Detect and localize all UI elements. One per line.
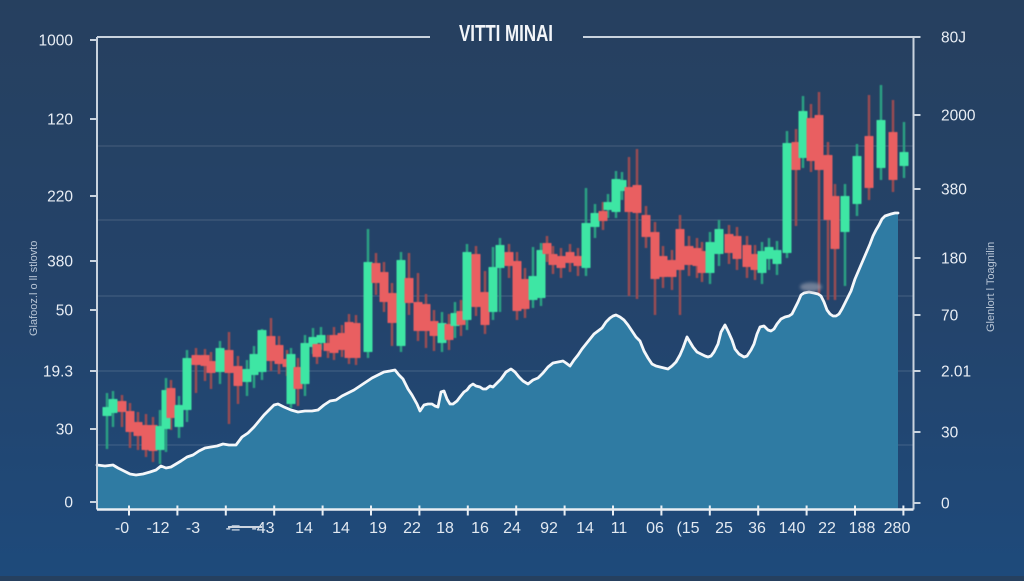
svg-text:14: 14 bbox=[295, 520, 313, 537]
svg-text:120: 120 bbox=[47, 112, 73, 129]
svg-text:280: 280 bbox=[884, 520, 911, 537]
svg-text:0: 0 bbox=[941, 496, 950, 513]
svg-text:VITTI MINAI: VITTI MINAI bbox=[459, 20, 553, 46]
svg-text:Glafooz.l o ll stlovto: Glafooz.l o ll stlovto bbox=[28, 241, 40, 336]
svg-text:30: 30 bbox=[941, 425, 959, 442]
svg-text:30: 30 bbox=[56, 422, 74, 439]
svg-text:(15: (15 bbox=[676, 520, 699, 537]
svg-text:06: 06 bbox=[646, 520, 664, 537]
svg-text:19: 19 bbox=[369, 520, 387, 537]
svg-text:22: 22 bbox=[818, 520, 836, 537]
svg-text:70: 70 bbox=[941, 308, 959, 325]
svg-text:19.3: 19.3 bbox=[43, 364, 73, 381]
svg-text:0: 0 bbox=[64, 495, 73, 512]
svg-text:180: 180 bbox=[941, 251, 967, 268]
svg-text:36: 36 bbox=[748, 520, 766, 537]
svg-text:14: 14 bbox=[576, 520, 594, 537]
svg-text:380: 380 bbox=[47, 254, 73, 271]
svg-text:11: 11 bbox=[611, 520, 628, 537]
svg-text:188: 188 bbox=[849, 520, 876, 537]
svg-text:92: 92 bbox=[540, 520, 558, 537]
svg-text:2000: 2000 bbox=[941, 108, 976, 125]
svg-text:16: 16 bbox=[471, 520, 489, 537]
svg-text:80J: 80J bbox=[941, 30, 966, 47]
svg-text:14: 14 bbox=[332, 520, 350, 537]
svg-text:Glenlort l Toagnilin: Glenlort l Toagnilin bbox=[985, 242, 997, 332]
svg-text:24: 24 bbox=[503, 520, 521, 537]
svg-text:25: 25 bbox=[715, 520, 733, 537]
svg-text:380: 380 bbox=[941, 182, 967, 199]
svg-text:-3: -3 bbox=[186, 520, 200, 537]
svg-text:2.01: 2.01 bbox=[941, 364, 971, 381]
svg-text:-43: -43 bbox=[251, 520, 274, 537]
svg-text:-12: -12 bbox=[146, 520, 169, 537]
svg-text:-0: -0 bbox=[115, 520, 129, 537]
svg-text:50: 50 bbox=[56, 303, 74, 320]
svg-text:22: 22 bbox=[403, 520, 421, 537]
svg-text:-=: -= bbox=[226, 520, 241, 537]
svg-text:140: 140 bbox=[779, 520, 806, 537]
svg-text:1000: 1000 bbox=[39, 33, 74, 50]
svg-text:18: 18 bbox=[436, 520, 454, 537]
svg-text:220: 220 bbox=[47, 189, 73, 206]
